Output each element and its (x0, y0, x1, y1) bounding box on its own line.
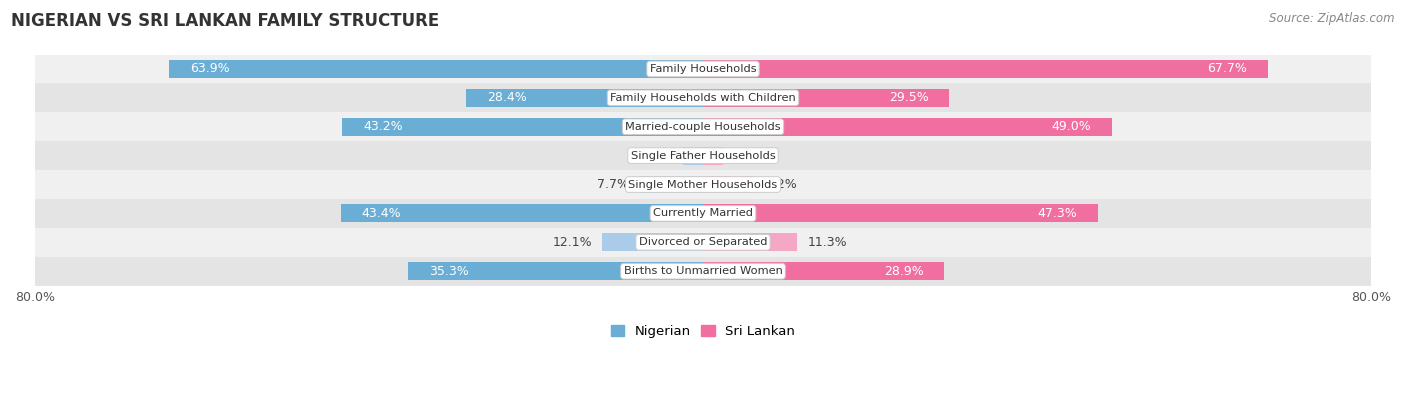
Bar (703, 89, 949, 107)
Legend: Nigerian, Sri Lankan: Nigerian, Sri Lankan (606, 320, 800, 344)
Text: 43.4%: 43.4% (361, 207, 401, 220)
Text: 2.4%: 2.4% (641, 149, 673, 162)
Text: 43.2%: 43.2% (363, 120, 402, 133)
Text: 7.7%: 7.7% (596, 178, 628, 191)
Text: Married-couple Households: Married-couple Households (626, 122, 780, 132)
Text: 29.5%: 29.5% (889, 91, 928, 104)
Text: Single Father Households: Single Father Households (631, 150, 775, 161)
Text: 35.3%: 35.3% (429, 265, 468, 278)
Text: Currently Married: Currently Married (652, 209, 754, 218)
Text: 49.0%: 49.0% (1052, 120, 1091, 133)
Text: Divorced or Separated: Divorced or Separated (638, 237, 768, 247)
Bar (342, 118, 703, 136)
Bar (35, 199, 1371, 228)
Text: 12.1%: 12.1% (553, 236, 592, 249)
Bar (638, 175, 703, 194)
Bar (703, 147, 723, 165)
Bar (408, 262, 703, 280)
Bar (35, 83, 1371, 112)
Bar (35, 55, 1371, 83)
Text: 28.9%: 28.9% (884, 265, 924, 278)
Text: 11.3%: 11.3% (807, 236, 846, 249)
Bar (35, 228, 1371, 257)
Bar (465, 89, 703, 107)
Bar (703, 118, 1112, 136)
Bar (703, 262, 945, 280)
Text: 2.4%: 2.4% (733, 149, 765, 162)
Text: NIGERIAN VS SRI LANKAN FAMILY STRUCTURE: NIGERIAN VS SRI LANKAN FAMILY STRUCTURE (11, 12, 440, 30)
Text: Births to Unmarried Women: Births to Unmarried Women (624, 266, 782, 276)
Bar (703, 60, 1268, 78)
Text: Single Mother Households: Single Mother Households (628, 179, 778, 190)
Text: 63.9%: 63.9% (190, 62, 231, 75)
Text: 67.7%: 67.7% (1208, 62, 1247, 75)
Bar (703, 205, 1098, 222)
Bar (35, 141, 1371, 170)
Text: Family Households: Family Households (650, 64, 756, 74)
Bar (35, 112, 1371, 141)
Text: Family Households with Children: Family Households with Children (610, 93, 796, 103)
Bar (35, 170, 1371, 199)
Bar (340, 205, 703, 222)
Text: 28.4%: 28.4% (486, 91, 526, 104)
Text: 6.2%: 6.2% (765, 178, 797, 191)
Bar (170, 60, 703, 78)
Bar (683, 147, 703, 165)
Bar (602, 233, 703, 251)
Text: 47.3%: 47.3% (1038, 207, 1077, 220)
Text: Source: ZipAtlas.com: Source: ZipAtlas.com (1270, 12, 1395, 25)
Bar (35, 257, 1371, 286)
Bar (703, 175, 755, 194)
Bar (703, 233, 797, 251)
